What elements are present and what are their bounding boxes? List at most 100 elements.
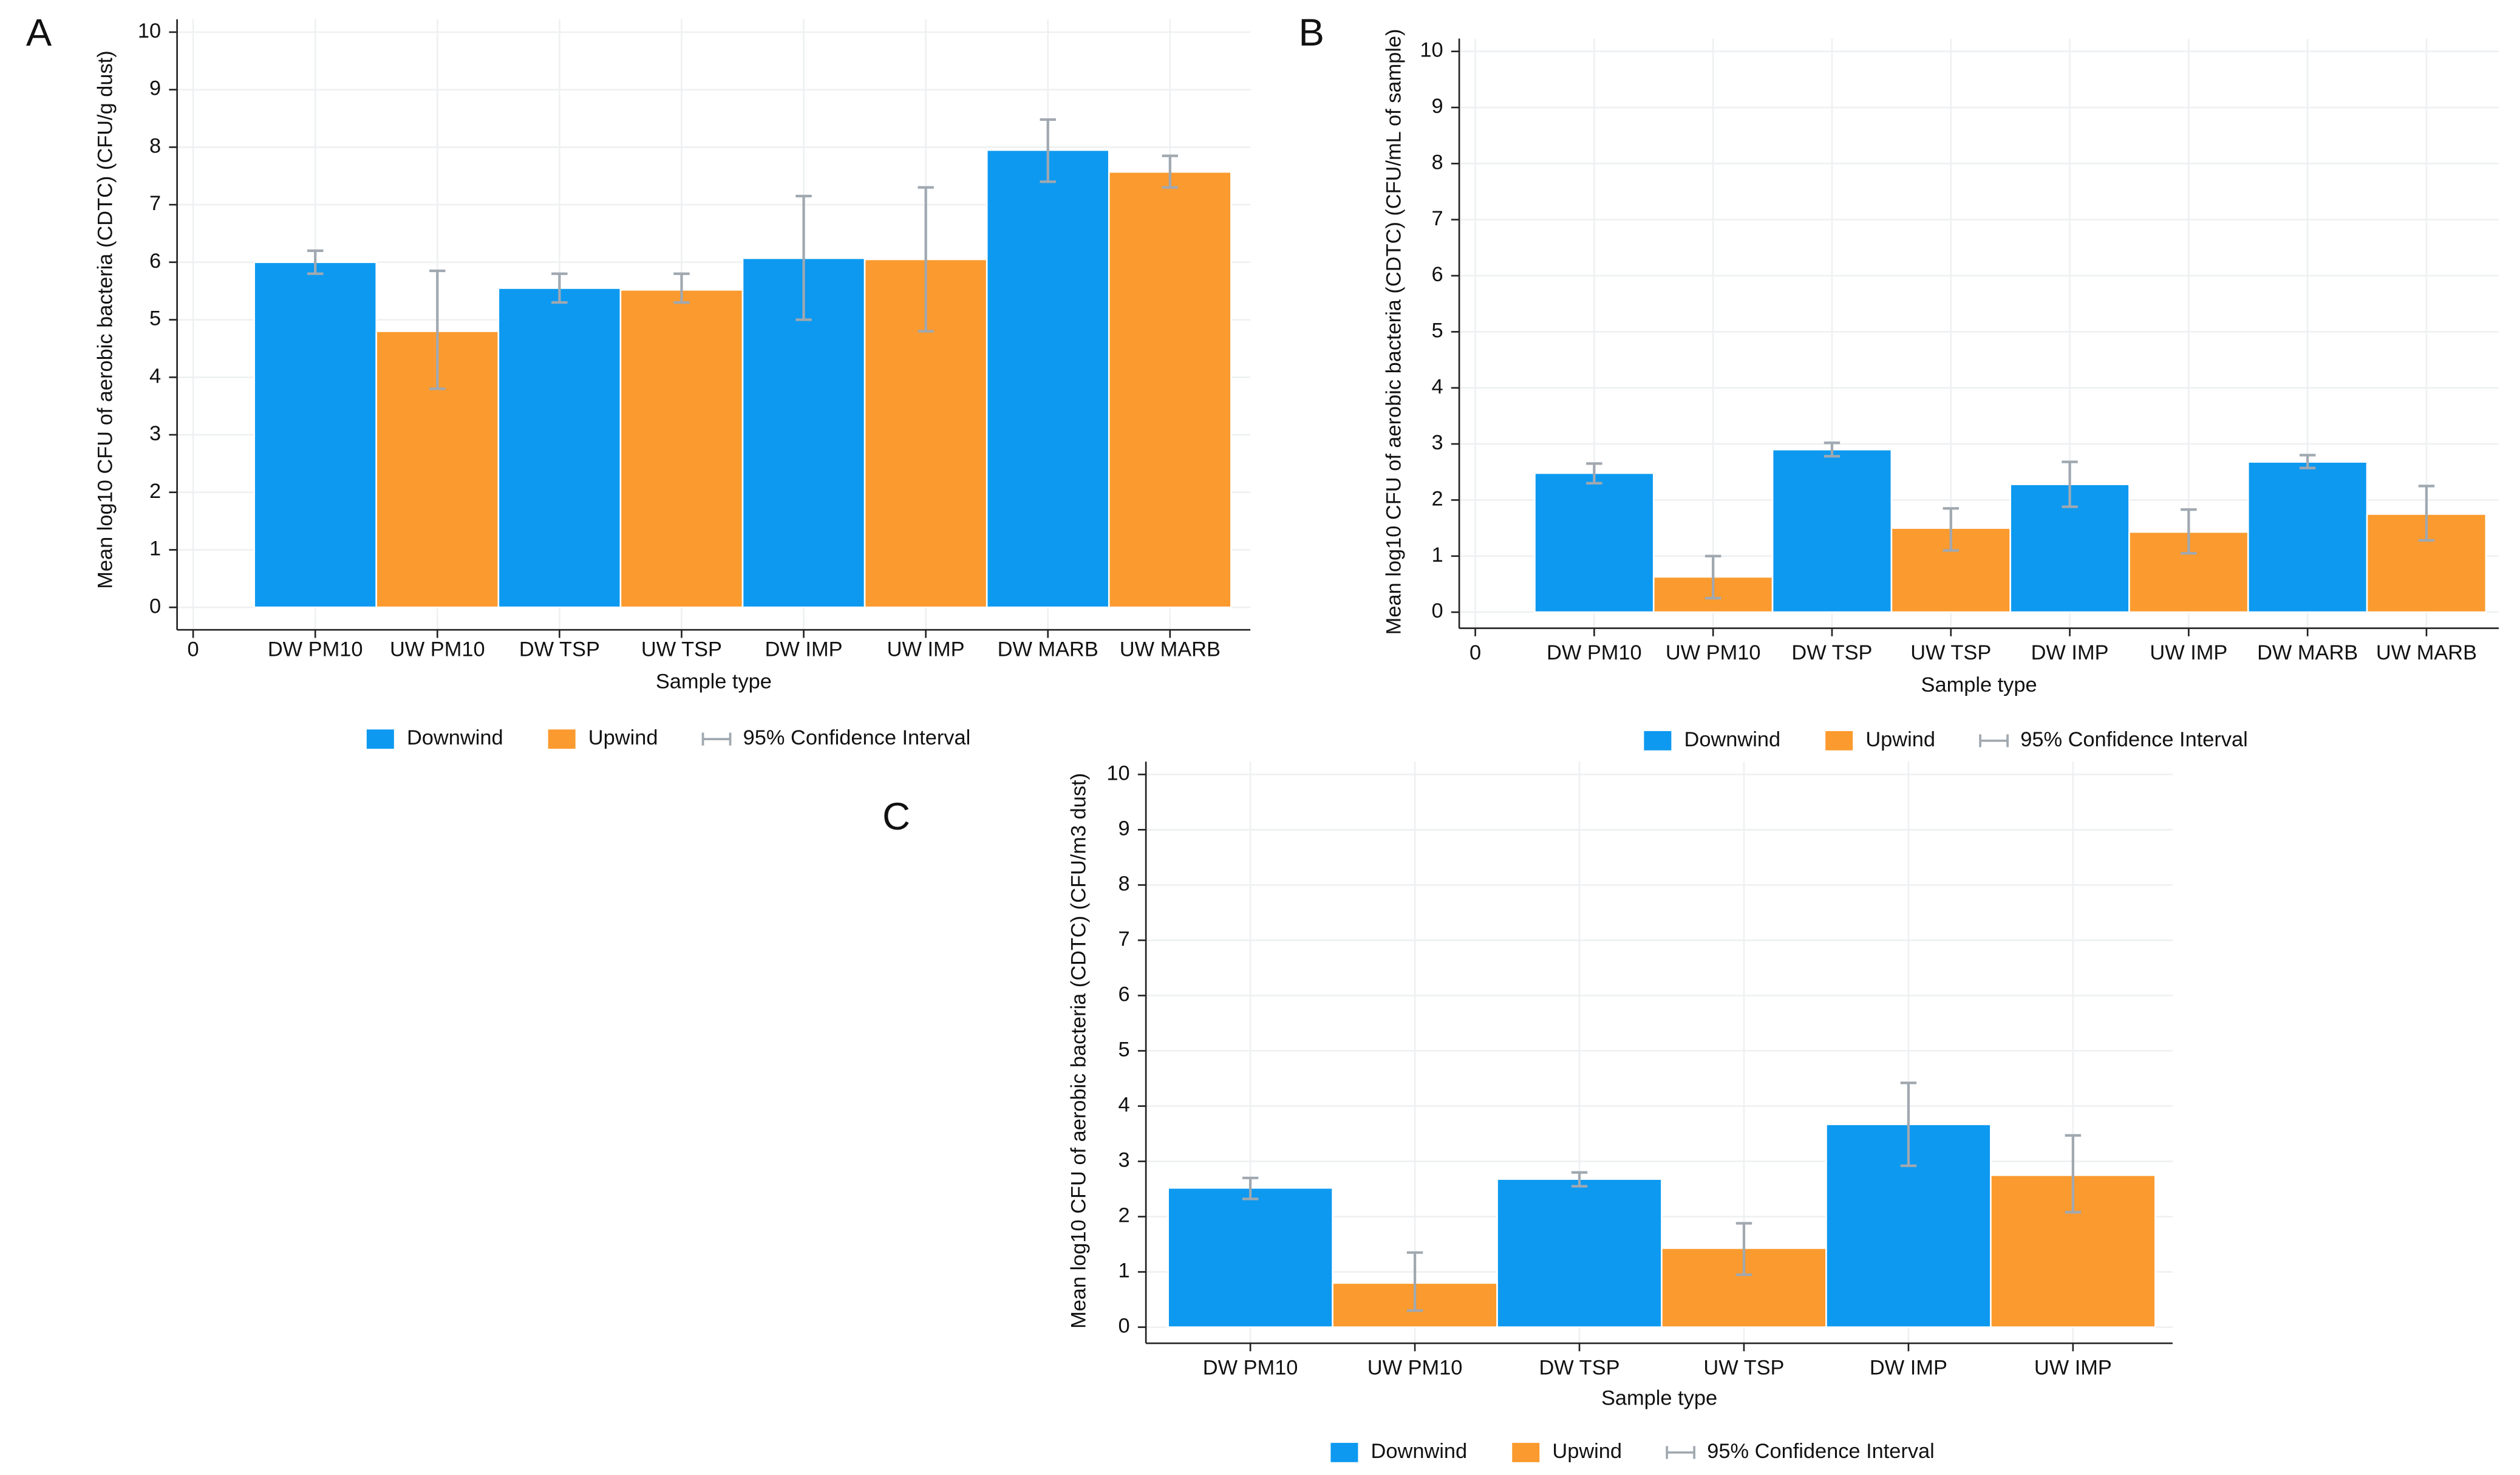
error-bar (1571, 1171, 1588, 1188)
y-tick-label: 10 (1106, 761, 1129, 785)
error-bar (551, 272, 568, 304)
x-tick-label: UW TSP (641, 638, 722, 661)
y-axis-title: Mean log10 CFU of aerobic bacteria (CDTC… (1068, 773, 1091, 1329)
x-tick-label: UW IMP (2034, 1356, 2112, 1379)
y-tick-label: 7 (1432, 207, 1443, 230)
x-tick-label: UW MARB (2376, 641, 2477, 664)
error-bar (1040, 118, 1056, 183)
x-axis-title: Sample type (1921, 673, 2037, 697)
legend-swatch (1825, 731, 1853, 751)
bar (619, 288, 744, 608)
bar (1496, 1178, 1663, 1328)
error-bar (673, 272, 690, 304)
y-tick-label: 4 (1432, 375, 1443, 398)
error-bar (795, 194, 812, 321)
legend-swatch (548, 729, 576, 749)
x-tick-label: UW PM10 (1666, 641, 1761, 664)
error-bar (2299, 454, 2316, 469)
error-bar (2181, 508, 2197, 555)
y-tick-label: 8 (1119, 872, 1130, 895)
legend-label: Downwind (1684, 728, 1781, 751)
y-tick-label: 6 (1432, 263, 1443, 286)
y-tick-label: 7 (1119, 927, 1130, 950)
y-tick-label: 9 (149, 77, 161, 100)
legend-swatch (1330, 1443, 1358, 1462)
y-axis-title: Mean log10 CFU of aerobic bacteria (CDTC… (1382, 29, 1405, 635)
x-tick-label: UW PM10 (1367, 1356, 1463, 1379)
x-tick-label: UW IMP (2150, 641, 2227, 664)
x-tick-label: UW TSP (1703, 1356, 1784, 1379)
x-tick-label: 0 (1469, 641, 1481, 664)
y-tick-label: 7 (149, 192, 161, 215)
y-tick-label: 6 (1119, 983, 1130, 1006)
chart-panel: C 0 1 2 3 4 5 6 7 8 9 10 DW PM10 UW PM10 DW TSP UW TSP D… (882, 761, 2173, 1463)
x-tick-label: DW IMP (2031, 641, 2109, 664)
y-axis-title: Mean log10 CFU of aerobic bacteria (CDTC… (94, 50, 117, 588)
legend-swatch (701, 732, 732, 746)
y-tick-label: 2 (149, 480, 161, 503)
x-tick-label: 0 (188, 638, 199, 661)
x-tick-label: DW IMP (1870, 1356, 1947, 1379)
legend-label: 95% Confidence Interval (2020, 728, 2248, 751)
x-tick-label: DW TSP (1791, 641, 1872, 664)
y-tick-label: 8 (149, 134, 161, 157)
error-bar (1900, 1082, 1917, 1167)
panel-label: B (1299, 12, 1324, 54)
bar (2247, 461, 2368, 613)
error-bar (1406, 1251, 1423, 1312)
legend-swatch (366, 729, 394, 749)
error-bar (429, 269, 446, 390)
error-bar (1162, 154, 1179, 189)
x-tick-label: DW TSP (519, 638, 600, 661)
x-tick-label: DW TSP (1539, 1356, 1619, 1379)
y-tick-label: 6 (149, 250, 161, 273)
x-axis-title: Sample type (656, 670, 772, 693)
y-tick-label: 3 (1119, 1149, 1130, 1172)
y-tick-label: 3 (149, 422, 161, 445)
error-bar (307, 249, 324, 275)
y-tick-label: 9 (1432, 95, 1443, 118)
x-tick-label: UW TSP (1910, 641, 1991, 664)
x-tick-label: DW MARB (2257, 641, 2358, 664)
x-tick-label: UW PM10 (390, 638, 485, 661)
error-bar (918, 186, 934, 333)
panel-label: C (882, 795, 910, 838)
error-bar (1943, 507, 1959, 552)
legend-label: Upwind (588, 726, 658, 749)
legend-label: Upwind (1865, 728, 1935, 751)
legend-label: Downwind (1371, 1440, 1468, 1463)
y-tick-label: 9 (1119, 817, 1130, 840)
legend-label: Upwind (1552, 1440, 1622, 1463)
y-tick-label: 5 (1432, 319, 1443, 342)
y-tick-label: 5 (1119, 1038, 1130, 1061)
legend-swatch (1512, 1443, 1540, 1462)
x-tick-label: DW IMP (765, 638, 843, 661)
y-tick-label: 1 (1432, 543, 1443, 567)
bar (1108, 171, 1232, 608)
legend-label: Downwind (407, 726, 503, 749)
y-tick-label: 0 (1119, 1315, 1130, 1338)
y-tick-label: 4 (149, 364, 161, 387)
bar (1534, 472, 1655, 613)
chart-panel: B 0 1 2 3 4 5 6 7 8 9 10 0 DW PM10 UW PM10 DW TSP UW TSP… (1299, 12, 2499, 751)
legend-swatch (1666, 1446, 1695, 1459)
x-tick-label: DW PM10 (1203, 1356, 1298, 1379)
error-bar (1242, 1176, 1259, 1201)
error-bar (1735, 1222, 1752, 1276)
x-tick-label: UW MARB (1120, 638, 1221, 661)
error-bar (1586, 462, 1602, 485)
error-bar (2418, 485, 2435, 542)
x-axis-title: Sample type (1601, 1387, 1717, 1410)
x-tick-label: UW IMP (887, 638, 965, 661)
legend-swatch (1979, 734, 2009, 748)
bar (1167, 1187, 1333, 1328)
bar (253, 261, 378, 608)
chart-panel: A 0 1 2 3 4 5 6 7 8 9 10 0 DW PM10 UW PM10 DW TSP UW TSP… (26, 12, 1251, 749)
y-tick-label: 1 (1119, 1259, 1130, 1283)
bar (497, 287, 622, 608)
y-tick-label: 2 (1119, 1204, 1130, 1227)
panel-label: A (26, 12, 52, 54)
x-tick-label: DW MARB (998, 638, 1098, 661)
